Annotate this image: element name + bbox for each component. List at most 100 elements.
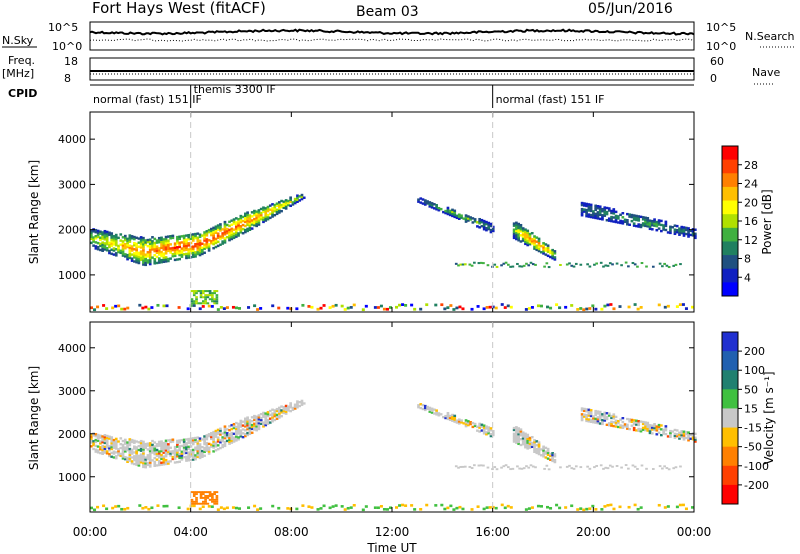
velocity-cell bbox=[155, 442, 159, 446]
power-cell bbox=[517, 239, 520, 242]
velocity-cell bbox=[385, 508, 389, 511]
power-cell bbox=[206, 302, 210, 305]
velocity-cell bbox=[417, 404, 420, 407]
power-cell bbox=[155, 239, 159, 242]
velocity-cell bbox=[340, 505, 344, 508]
velocity-cell bbox=[264, 420, 268, 423]
power-cell bbox=[460, 216, 463, 219]
velocity-cell bbox=[476, 429, 479, 432]
power-cell bbox=[212, 238, 215, 242]
power-cell bbox=[250, 221, 254, 224]
velocity-cell bbox=[609, 503, 613, 507]
power-cell bbox=[277, 209, 281, 212]
velocity-cell bbox=[246, 433, 249, 437]
power-cell bbox=[246, 219, 249, 222]
velocity-cell bbox=[146, 448, 150, 451]
velocity-cell bbox=[105, 440, 109, 443]
power-cell bbox=[691, 230, 695, 233]
velocity-data bbox=[90, 399, 697, 512]
velocity-cell bbox=[588, 507, 592, 510]
power-cell bbox=[437, 206, 441, 210]
velocity-cell bbox=[526, 435, 530, 438]
freq-trace bbox=[90, 70, 694, 75]
nsky-trace bbox=[89, 28, 695, 42]
velocity-cell bbox=[273, 413, 277, 416]
velocity-cell bbox=[162, 445, 166, 449]
velocity-cell bbox=[257, 414, 261, 417]
velocity-cell bbox=[225, 506, 229, 510]
velocity-cell bbox=[533, 450, 536, 454]
velocity-cell bbox=[142, 454, 145, 457]
power-cell bbox=[430, 206, 434, 209]
y-tick-label: 4000 bbox=[58, 133, 86, 146]
power-cell bbox=[231, 305, 235, 309]
power-cell bbox=[99, 248, 102, 252]
power-cell bbox=[101, 237, 104, 240]
power-cell bbox=[594, 307, 598, 311]
power-cell bbox=[114, 304, 118, 308]
velocity-cell bbox=[232, 424, 236, 428]
velocity-cell bbox=[253, 418, 256, 422]
power-cell bbox=[255, 218, 259, 222]
power-cell bbox=[535, 246, 539, 250]
power-cell bbox=[637, 223, 641, 226]
velocity-cell bbox=[157, 460, 161, 463]
power-cell bbox=[273, 205, 277, 209]
velocity-cell bbox=[234, 431, 238, 434]
power-cell bbox=[626, 212, 629, 216]
power-cell bbox=[139, 246, 143, 249]
power-cell bbox=[487, 221, 491, 225]
power-cell bbox=[241, 227, 245, 231]
power-cell bbox=[433, 207, 436, 210]
velocity-cell bbox=[275, 407, 279, 411]
velocity-cell bbox=[237, 426, 240, 429]
power-cell bbox=[139, 236, 143, 239]
velocity-cell bbox=[580, 407, 584, 410]
power-cell bbox=[232, 228, 236, 231]
power-cell bbox=[162, 254, 166, 257]
power-cell bbox=[142, 255, 145, 258]
velocity-cell bbox=[246, 422, 249, 425]
power-cell bbox=[182, 238, 186, 242]
velocity-cell bbox=[162, 441, 166, 445]
velocity-cell bbox=[521, 443, 525, 446]
velocity-cell bbox=[612, 507, 616, 511]
power-cell bbox=[485, 220, 488, 224]
power-cell bbox=[123, 253, 127, 256]
velocity-cell bbox=[216, 432, 220, 435]
power-cell bbox=[92, 240, 95, 243]
power-cell bbox=[537, 247, 541, 251]
velocity-cell bbox=[444, 414, 448, 418]
velocity-cell bbox=[291, 408, 295, 412]
velocity-cell bbox=[178, 454, 181, 458]
velocity-cell bbox=[535, 444, 539, 447]
velocity-cell bbox=[453, 420, 457, 423]
velocity-cell bbox=[105, 436, 109, 440]
velocity-cell bbox=[655, 427, 659, 430]
power-cell bbox=[587, 209, 591, 212]
velocity-cell bbox=[162, 504, 166, 508]
power-cell bbox=[167, 259, 170, 263]
power-cell bbox=[662, 224, 665, 227]
power-cell bbox=[176, 235, 179, 239]
velocity-cell bbox=[464, 419, 468, 422]
power-cell bbox=[537, 249, 541, 253]
velocity-cell bbox=[223, 437, 227, 440]
velocity-cell bbox=[468, 465, 472, 468]
power-cell bbox=[580, 203, 584, 207]
velocity-cell bbox=[239, 435, 243, 438]
power-cell bbox=[138, 303, 142, 307]
power-cell bbox=[117, 304, 121, 308]
power-cell bbox=[96, 248, 100, 251]
power-cell bbox=[648, 219, 652, 222]
velocity-cell bbox=[606, 467, 610, 470]
velocity-cell bbox=[151, 451, 154, 454]
velocity-cell bbox=[126, 441, 129, 444]
velocity-cell bbox=[426, 407, 429, 411]
power-cell bbox=[587, 207, 591, 210]
power-cell bbox=[207, 249, 211, 252]
velocity-cell bbox=[482, 430, 486, 433]
power-cell bbox=[203, 231, 206, 234]
velocity-cell bbox=[223, 427, 227, 430]
power-cell bbox=[192, 290, 196, 293]
